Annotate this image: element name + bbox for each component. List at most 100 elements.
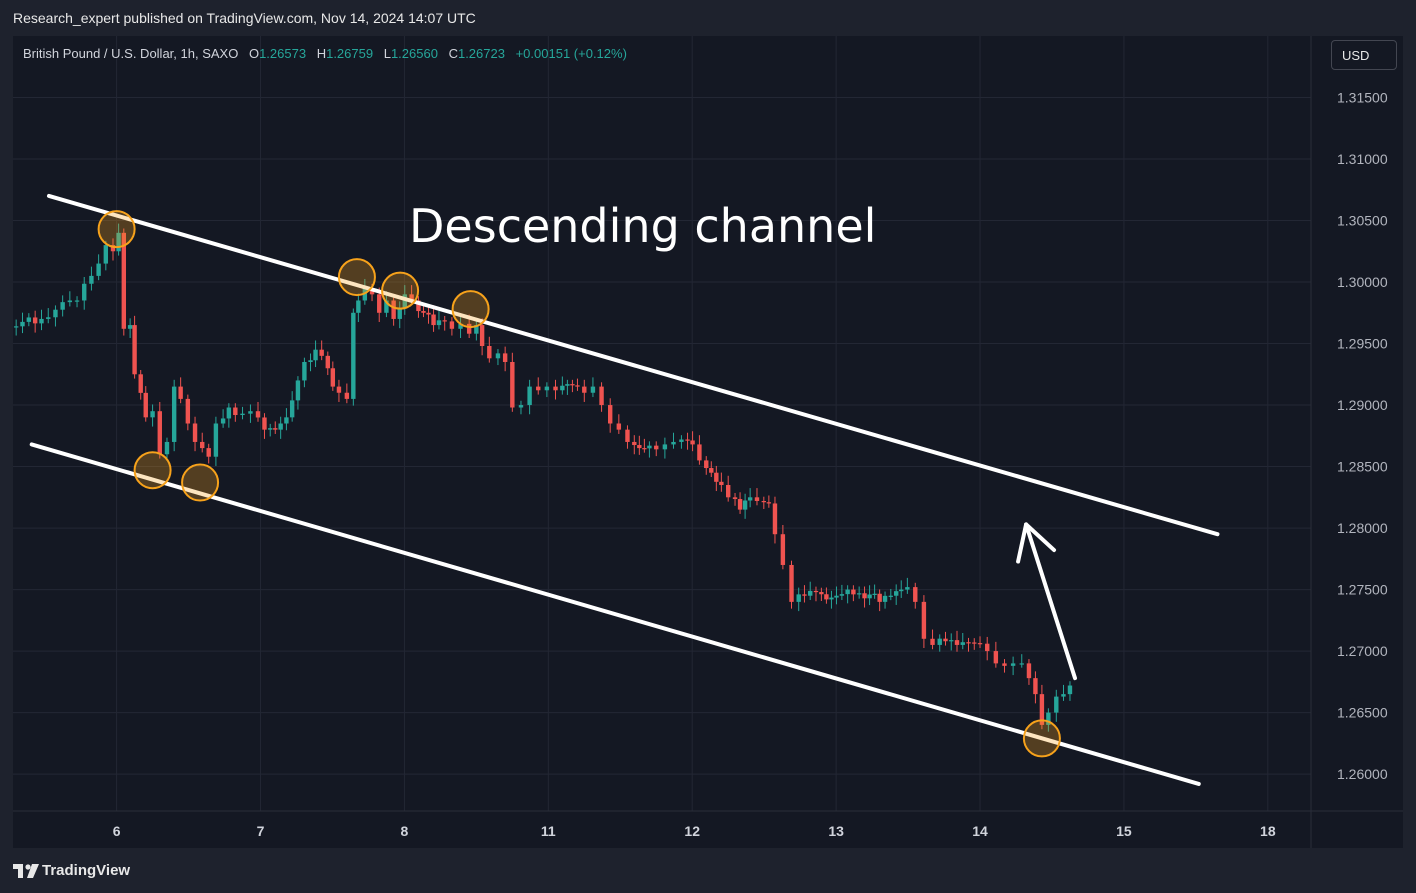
candle-body <box>679 439 684 442</box>
projection-arrow-head <box>1016 522 1057 564</box>
candle-body <box>1067 685 1073 695</box>
candle-body <box>685 439 690 441</box>
candle-body <box>1010 663 1016 666</box>
candle-body <box>553 386 558 391</box>
candle-body <box>894 591 899 596</box>
candle-body <box>240 413 245 416</box>
candle-body <box>867 594 872 599</box>
candle-body <box>637 445 642 449</box>
touch-point-marker <box>133 451 172 490</box>
candle-body <box>1026 663 1032 679</box>
publisher-line: Research_expert published on TradingView… <box>13 10 476 26</box>
candle-body <box>824 594 829 600</box>
candle-body <box>607 405 613 424</box>
candle-body <box>544 386 550 391</box>
candle-body <box>127 325 133 329</box>
candle-body <box>913 587 918 602</box>
projection-arrow-shaft <box>1024 522 1077 681</box>
touch-point-marker <box>337 258 376 297</box>
annotation-descending-channel: Descending channel <box>409 199 876 253</box>
chart-frame[interactable]: 1.26000 1.26500 1.27000 1.27500 1.28000 1.285… <box>13 36 1403 848</box>
candle-body <box>26 317 32 322</box>
candle-body <box>185 398 191 424</box>
candle-body <box>60 302 65 310</box>
candle-body <box>46 317 51 319</box>
publisher-bar: Research_expert published on TradingView… <box>0 0 1416 36</box>
candle-body <box>802 594 807 596</box>
candle-body <box>143 392 148 418</box>
candle-body <box>819 592 824 595</box>
candle-body <box>319 349 324 356</box>
candle-body <box>206 448 211 457</box>
candle-body <box>416 300 421 312</box>
candle-body <box>882 595 888 602</box>
candle-body <box>377 294 382 313</box>
candle-body <box>570 384 575 386</box>
low-label: L <box>383 46 391 61</box>
time-tick-label: 14 <box>972 823 988 839</box>
candle-body <box>877 593 882 602</box>
candle-body <box>96 263 101 276</box>
candles <box>13 223 1073 732</box>
candle-body <box>330 368 336 387</box>
candle-body <box>737 499 743 510</box>
candle-body <box>780 534 786 565</box>
candle-body <box>977 643 983 645</box>
candle-body <box>495 353 501 359</box>
close-value: 1.26723 <box>457 46 505 61</box>
candle-body <box>132 325 137 375</box>
candle-body <box>856 593 862 595</box>
open-label: O <box>248 46 260 61</box>
candle-body <box>302 361 307 381</box>
candle-body <box>421 311 426 313</box>
candle-body <box>662 444 668 450</box>
price-tick-label: 1.29000 <box>1337 397 1388 413</box>
candle-body <box>402 294 407 309</box>
candle-body <box>839 594 845 596</box>
candle-body <box>449 321 455 329</box>
candle-body <box>295 380 301 401</box>
candle-body <box>53 309 58 318</box>
candle-body <box>654 445 659 450</box>
candle-body <box>536 386 541 391</box>
open-value: 1.26573 <box>259 46 307 61</box>
candle-body <box>575 385 580 387</box>
footer-bar <box>0 848 1416 893</box>
candle-body <box>590 386 596 393</box>
candle-body <box>344 392 350 399</box>
candle-body <box>690 440 695 445</box>
candle-body <box>642 448 647 450</box>
candle-body <box>268 428 273 430</box>
price-tick-label: 1.26500 <box>1337 705 1388 721</box>
candle-body <box>391 300 396 319</box>
candle-body <box>284 417 289 424</box>
candle-body <box>351 312 356 399</box>
candle-body <box>164 441 170 455</box>
candle-body <box>966 642 971 644</box>
candle-body <box>121 232 127 329</box>
candle-body <box>714 472 719 482</box>
symbol-label: British Pound / U.S. Dollar, 1h, SAXO <box>23 46 239 61</box>
candle-body <box>719 481 724 486</box>
candle-body <box>262 417 267 430</box>
price-tick-label: 1.31000 <box>1337 151 1388 167</box>
candle-body <box>487 346 492 359</box>
candle-body <box>616 423 622 430</box>
candle-body <box>502 353 508 362</box>
price-chart[interactable]: 1.26000 1.26500 1.27000 1.27500 1.28000 1.285… <box>13 36 1403 848</box>
candle-body <box>313 349 318 361</box>
candle-body <box>458 323 463 329</box>
tradingview-logo-icon <box>13 864 39 878</box>
price-tick-label: 1.31500 <box>1337 90 1388 106</box>
candle-body <box>742 500 748 510</box>
channel-lower-line <box>29 442 1201 786</box>
candle-body <box>397 308 402 319</box>
candle-body <box>289 400 295 418</box>
candle-body <box>960 642 965 645</box>
candle-body <box>442 320 447 322</box>
candle-body <box>409 294 414 301</box>
currency-button[interactable]: USD <box>1331 40 1397 70</box>
candle-body <box>1061 694 1066 697</box>
candle-body <box>993 651 999 664</box>
candle-body <box>851 589 856 595</box>
